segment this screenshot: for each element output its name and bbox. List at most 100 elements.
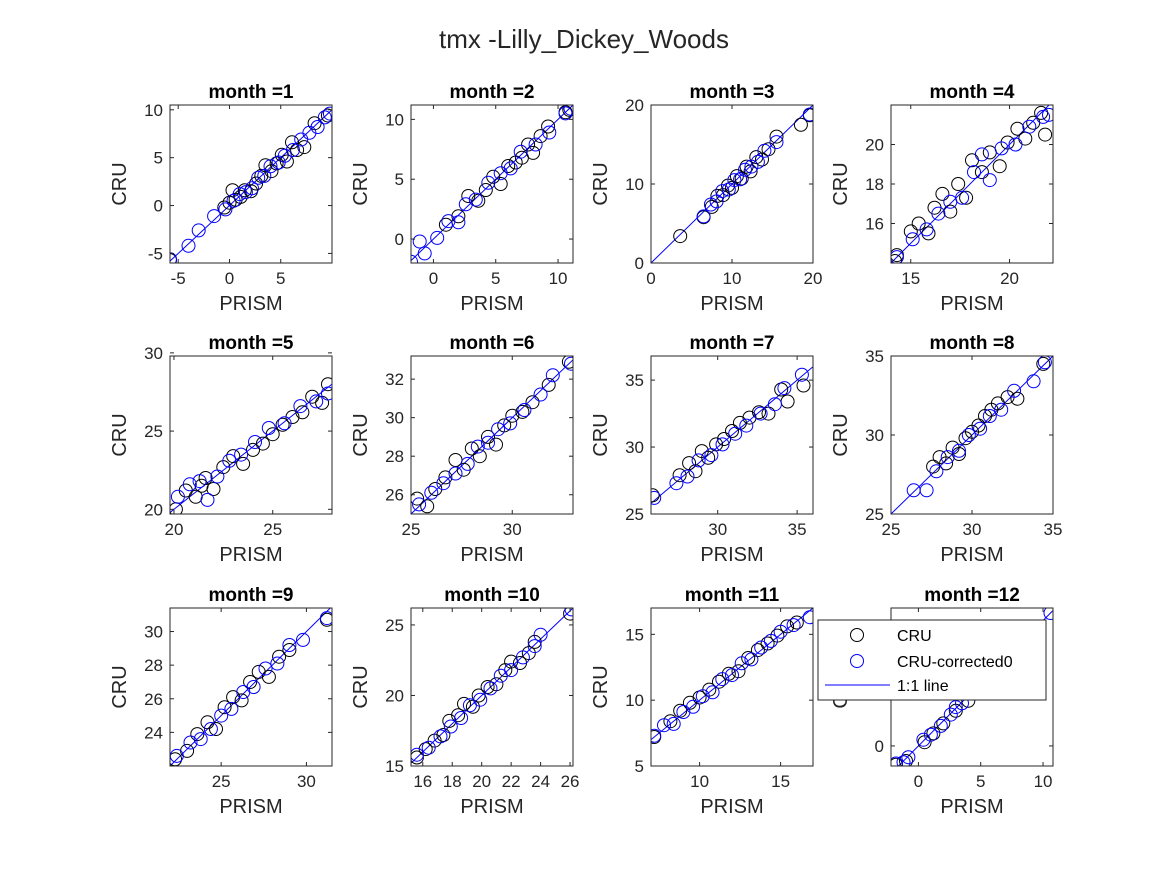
point-cru (255, 436, 270, 451)
point-cru-corrected (1042, 107, 1053, 122)
x-axis-label: PRISM (700, 293, 763, 315)
point-cru-corrected (248, 435, 262, 449)
subplot-month-4: 15 20 16 18 20 month =4 PRISM CRU (830, 82, 1054, 315)
point-cru (297, 140, 312, 155)
point-cru-corrected (734, 656, 749, 671)
y-tick-label: 25 (625, 505, 644, 524)
point-cru-corrected (481, 435, 495, 450)
point-cru-corrected (193, 732, 208, 747)
y-axis-label: CRU (350, 413, 372, 456)
point-cru-corrected (470, 439, 485, 454)
y-tick-label: 10 (144, 101, 163, 120)
point-cru-corrected (651, 728, 662, 743)
x-tick-label: 20 (1000, 269, 1019, 288)
point-cru (651, 488, 660, 503)
point-cru-corrected (1037, 356, 1052, 370)
y-tick-label: 16 (865, 215, 884, 234)
point-cru-corrected (513, 144, 528, 159)
x-tick-label: 0 (429, 269, 438, 288)
axes-box (169, 355, 333, 515)
point-cru-corrected (739, 418, 754, 433)
x-axis-label: PRISM (940, 544, 1003, 566)
x-tick-label: 30 (297, 772, 316, 791)
y-tick-label: 30 (865, 426, 884, 445)
point-cru (261, 669, 276, 684)
point-cru-corrected (786, 618, 801, 633)
point-cru-corrected (181, 238, 196, 253)
point-cru-corrected (234, 447, 249, 462)
x-tick-label: 15 (771, 772, 790, 791)
point-cru (974, 165, 989, 180)
point-cru-corrected (430, 230, 445, 245)
point-cru-corrected (763, 633, 778, 648)
point-cru (926, 726, 941, 741)
point-cru-corrected (417, 246, 432, 261)
y-tick-label: 0 (875, 737, 884, 756)
point-cru (952, 447, 966, 461)
point-cru (725, 180, 739, 195)
point-cru-corrected (517, 403, 532, 417)
point-cru-corrected (468, 192, 483, 207)
point-cru (755, 152, 769, 167)
point-cru (926, 459, 941, 474)
x-tick-label: 0 (225, 269, 234, 288)
point-cru (673, 229, 688, 244)
point-cru-corrected (421, 740, 436, 755)
axes-box (650, 355, 814, 515)
point-cru (789, 615, 804, 630)
point-cru-corrected (651, 490, 662, 505)
point-cru (411, 491, 425, 506)
point-cru-corrected (170, 252, 177, 263)
point-cru (295, 405, 310, 420)
point-cru-corrected (943, 707, 958, 722)
point-cru (903, 224, 918, 239)
point-cru (451, 708, 466, 723)
point-cru-corrected (733, 172, 748, 187)
point-cru-corrected (905, 232, 920, 247)
y-axis-label: CRU (590, 413, 612, 456)
point-cru (725, 424, 739, 438)
point-cru-corrected (715, 672, 730, 687)
point-cru-corrected (704, 448, 719, 463)
point-cru (226, 449, 241, 464)
point-cru-corrected (441, 214, 456, 229)
point-cru (217, 700, 232, 715)
point-cru (290, 143, 305, 157)
point-cru (936, 716, 951, 731)
point-cru (1010, 121, 1025, 136)
point-cru-corrected (443, 719, 458, 734)
point-cru-corrected (773, 624, 788, 639)
point-cru (246, 442, 260, 457)
axes-box (410, 104, 574, 264)
x-tick-label: 35 (1044, 520, 1063, 539)
x-tick-label: 25 (212, 772, 231, 791)
x-tick-label: 10 (723, 269, 742, 288)
x-tick-label: 20 (804, 269, 823, 288)
x-tick-label: 5 (491, 269, 500, 288)
x-tick-label: 10 (549, 269, 568, 288)
x-axis-label: PRISM (460, 293, 523, 315)
point-cru-corrected (727, 173, 742, 188)
x-tick-label: 22 (502, 772, 521, 791)
point-cru-corrected (657, 718, 671, 733)
x-tick-label: 26 (561, 772, 580, 791)
y-tick-label: 5 (635, 757, 644, 776)
point-cru-corrected (705, 685, 720, 700)
x-tick-label: 0 (646, 269, 655, 288)
point-cru-corrected (218, 202, 233, 217)
point-cru (249, 176, 264, 191)
point-cru-corrected (412, 497, 427, 512)
point-cru-corrected (754, 640, 769, 655)
x-tick-label: 20 (164, 520, 183, 539)
point-cru-corrected (919, 483, 934, 498)
point-cru-corrected (725, 668, 739, 683)
point-cru-corrected (458, 197, 473, 212)
subplot-month-10: 16 18 20 22 24 26 15 20 25 month =10 PRISM CRU (350, 585, 580, 818)
x-tick-label: 0 (914, 772, 923, 791)
point-cru-corrected (170, 489, 185, 504)
point-cru (438, 470, 453, 485)
legend-label-one-to-one: 1:1 line (897, 678, 949, 695)
point-cru (272, 649, 287, 664)
y-axis-label: CRU (590, 162, 612, 205)
point-cru (461, 189, 476, 203)
